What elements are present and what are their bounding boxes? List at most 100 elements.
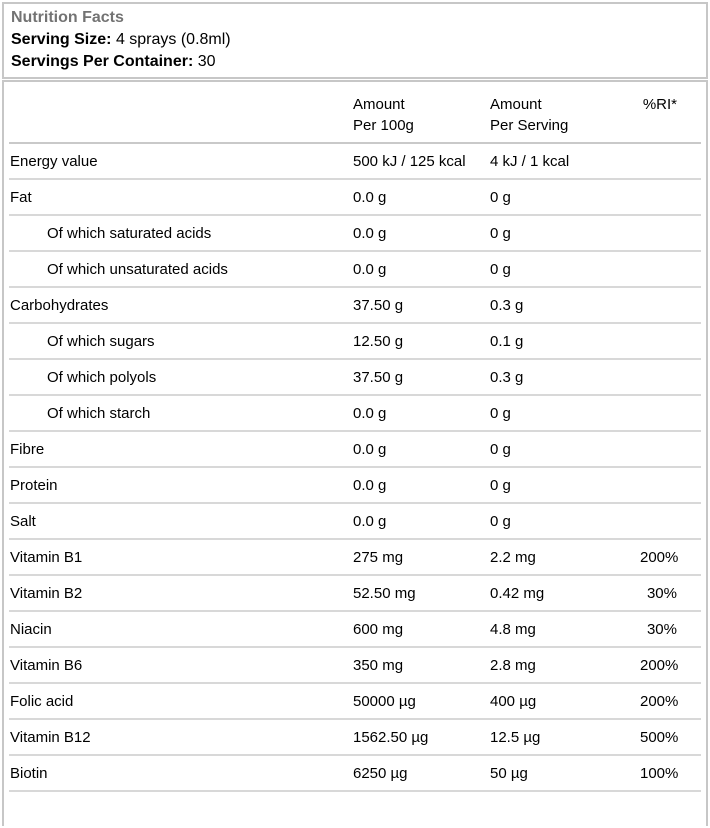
ri-percent (640, 467, 701, 504)
amount-per-100g: 500 kJ / 125 kcal (353, 143, 490, 180)
nutrient-name: Biotin (9, 755, 353, 792)
table-row: Vitamin B6 350 mg 2.8 mg 200% (9, 647, 701, 684)
amount-per-serving: 2.2 mg (490, 539, 640, 576)
table-row: Vitamin B12 1562.50 µg 12.5 µg 500% (9, 719, 701, 756)
nutrient-name: Carbohydrates (9, 287, 353, 324)
nutrition-table-box: Amount Per 100g Amount Per Serving %RI* … (2, 80, 708, 826)
amount-per-100g: 350 mg (353, 647, 490, 684)
amount-per-serving: 12.5 µg (490, 719, 640, 756)
amount-per-serving: 0 g (490, 503, 640, 540)
amount-per-100g: 275 mg (353, 539, 490, 576)
nutrition-facts-header: Nutrition Facts Serving Size: 4 sprays (… (2, 2, 708, 79)
amount-per-serving: 0 g (490, 251, 640, 288)
amount-per-100g: 6250 µg (353, 755, 490, 792)
table-row: Fibre 0.0 g 0 g (9, 431, 701, 468)
amount-per-serving: 0 g (490, 215, 640, 252)
nutrient-name: Vitamin B2 (9, 575, 353, 612)
table-row: Of which saturated acids 0.0 g 0 g (9, 215, 701, 252)
ri-percent: 500% (640, 719, 701, 756)
amount-per-100g: 37.50 g (353, 287, 490, 324)
ri-percent: 30% (640, 611, 701, 648)
table-row: Folic acid 50000 µg 400 µg 200% (9, 683, 701, 720)
nutrient-name: Of which sugars (9, 323, 353, 360)
ri-percent (640, 395, 701, 432)
amount-per-100g: 12.50 g (353, 323, 490, 360)
amount-per-serving: 0 g (490, 395, 640, 432)
column-header-ri-percent: %RI* (640, 82, 701, 144)
nutrient-name: Energy value (9, 143, 353, 180)
table-row: Biotin 6250 µg 50 µg 100% (9, 755, 701, 792)
amount-per-serving: 4 kJ / 1 kcal (490, 143, 640, 180)
ri-percent (640, 323, 701, 360)
amount-per-100g: 0.0 g (353, 467, 490, 504)
ri-percent (640, 215, 701, 252)
nutrient-name: Fat (9, 179, 353, 216)
amount-per-serving: 0.3 g (490, 287, 640, 324)
nutrient-name: Niacin (9, 611, 353, 648)
amount-per-100g: 50000 µg (353, 683, 490, 720)
table-row: Vitamin B2 52.50 mg 0.42 mg 30% (9, 575, 701, 612)
amount-per-100g: 37.50 g (353, 359, 490, 396)
nutrient-name: Vitamin B12 (9, 719, 353, 756)
serving-size-line: Serving Size: 4 sprays (0.8ml) (11, 29, 699, 51)
amount-per-100g: 52.50 mg (353, 575, 490, 612)
amount-per-serving: 0.1 g (490, 323, 640, 360)
amount-per-100g: 0.0 g (353, 179, 490, 216)
table-row: Salt 0.0 g 0 g (9, 503, 701, 540)
nutrient-name: Of which starch (9, 395, 353, 432)
amount-per-100g: 0.0 g (353, 215, 490, 252)
serving-size-value: 4 sprays (0.8ml) (115, 31, 231, 48)
amount-per-serving: 0.42 mg (490, 575, 640, 612)
amount-per-100g: 0.0 g (353, 395, 490, 432)
amount-per-serving: 4.8 mg (490, 611, 640, 648)
amount-per-100g: 600 mg (353, 611, 490, 648)
table-row: Of which polyols 37.50 g 0.3 g (9, 359, 701, 396)
table-row: Fat 0.0 g 0 g (9, 179, 701, 216)
ri-percent: 200% (640, 683, 701, 720)
table-row: Carbohydrates 37.50 g 0.3 g (9, 287, 701, 324)
amount-per-100g: 1562.50 µg (353, 719, 490, 756)
ri-percent (640, 143, 701, 180)
servings-per-container-label: Servings Per Container: (11, 53, 194, 70)
table-row: Vitamin B1 275 mg 2.2 mg 200% (9, 539, 701, 576)
serving-size-label: Serving Size: (11, 31, 112, 48)
amount-per-100g: 0.0 g (353, 251, 490, 288)
amount-per-100g: 0.0 g (353, 503, 490, 540)
ri-percent (640, 251, 701, 288)
ri-percent (640, 179, 701, 216)
column-header-amount-per-serving: Amount Per Serving (490, 82, 640, 144)
ri-percent: 30% (640, 575, 701, 612)
table-row: Niacin 600 mg 4.8 mg 30% (9, 611, 701, 648)
nutrient-name: Fibre (9, 431, 353, 468)
nutrient-name: Vitamin B1 (9, 539, 353, 576)
ri-percent: 100% (640, 755, 701, 792)
nutrient-name: Salt (9, 503, 353, 540)
ri-percent (640, 431, 701, 468)
amount-per-100g: 0.0 g (353, 431, 490, 468)
column-header-amount-per-100g: Amount Per 100g (353, 82, 490, 144)
table-header-row: Amount Per 100g Amount Per Serving %RI* (9, 82, 701, 144)
nutrient-name: Protein (9, 467, 353, 504)
table-row: Of which sugars 12.50 g 0.1 g (9, 323, 701, 360)
nutrient-name: Of which unsaturated acids (9, 251, 353, 288)
table-row: Protein 0.0 g 0 g (9, 467, 701, 504)
servings-per-container-value: 30 (197, 53, 216, 70)
ri-percent (640, 359, 701, 396)
nutrient-name: Of which saturated acids (9, 215, 353, 252)
amount-per-serving: 0 g (490, 467, 640, 504)
table-row: Of which starch 0.0 g 0 g (9, 395, 701, 432)
ri-percent (640, 287, 701, 324)
nutrient-name: Folic acid (9, 683, 353, 720)
nutrition-facts-title: Nutrition Facts (11, 9, 124, 26)
amount-per-serving: 50 µg (490, 755, 640, 792)
servings-per-container-line: Servings Per Container: 30 (11, 51, 699, 73)
amount-per-serving: 0 g (490, 431, 640, 468)
table-row: Energy value 500 kJ / 125 kcal 4 kJ / 1 … (9, 143, 701, 180)
ri-percent: 200% (640, 539, 701, 576)
ri-percent: 200% (640, 647, 701, 684)
amount-per-serving: 400 µg (490, 683, 640, 720)
nutrition-table: Amount Per 100g Amount Per Serving %RI* … (9, 82, 701, 792)
nutrient-name: Of which polyols (9, 359, 353, 396)
column-header-nutrient (9, 82, 353, 144)
table-row: Of which unsaturated acids 0.0 g 0 g (9, 251, 701, 288)
